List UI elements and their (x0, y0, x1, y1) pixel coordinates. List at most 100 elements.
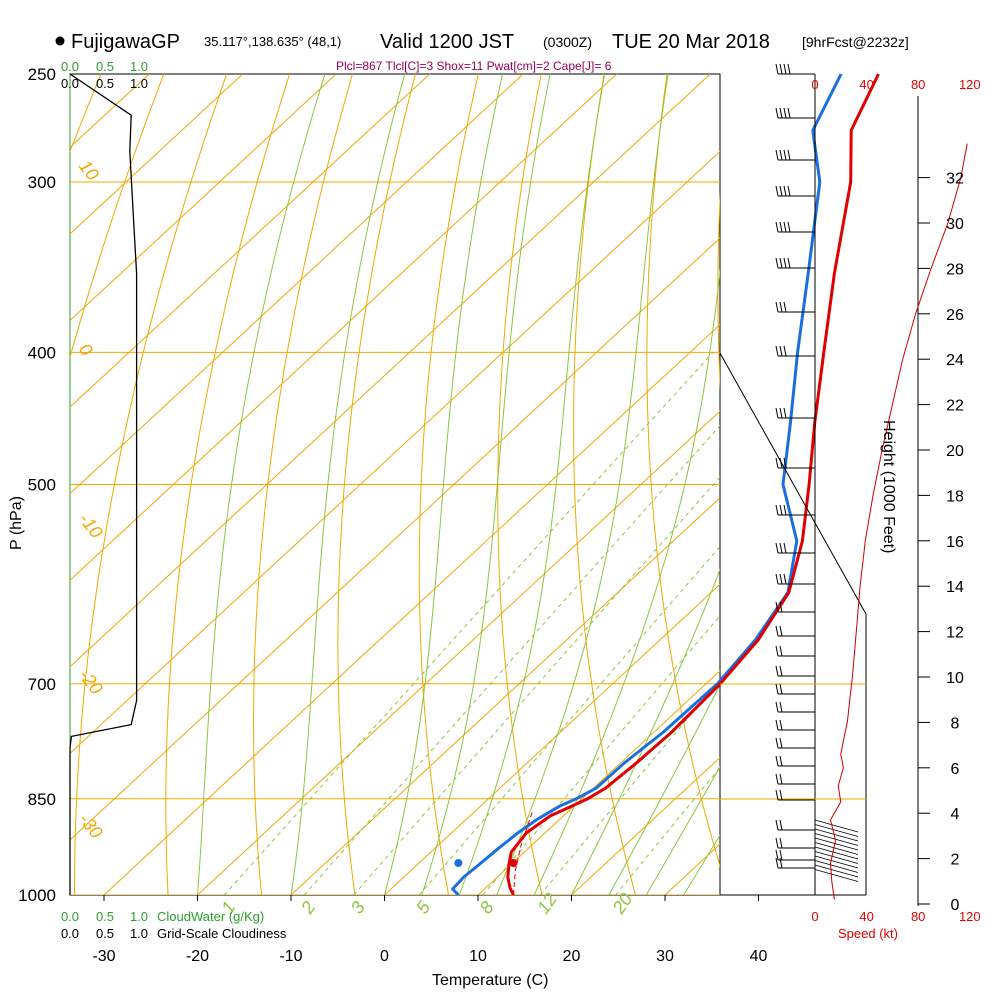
cloud-axis-bottom-green: 1.0 (130, 909, 148, 924)
wind-barb-flag (779, 221, 783, 233)
mixing-ratio-label: 20 (608, 889, 636, 918)
wind-barb-low (814, 860, 859, 873)
wind-barb-flag (775, 457, 779, 469)
x-axis-label: Temperature (C) (432, 972, 548, 989)
wind-barb-flag (775, 301, 779, 313)
wind-barb-low (814, 846, 859, 860)
isotherm-label: 10 (75, 156, 103, 184)
mixing-ratio-label: 5 (412, 897, 435, 917)
wind-barb-flag (783, 221, 787, 233)
isotherm-label: 0 (75, 340, 97, 360)
mixing-ratio-line (353, 476, 720, 895)
height-tick-label: 0 (951, 897, 960, 914)
cloud-axis-bottom-green: 0.0 (61, 909, 79, 924)
isotherm-line (197, 410, 720, 895)
x-tick-label: 30 (656, 948, 674, 965)
wind-barb-low (814, 864, 859, 878)
mixing-ratio-line (482, 615, 720, 895)
wind-barb-flag (779, 573, 783, 585)
wind-barb-flag (779, 701, 783, 713)
cloud-axis-bottom-black: 0.5 (96, 926, 114, 941)
cloud-axis-bottom-black: 1.0 (130, 926, 148, 941)
height-tick-label: 14 (946, 579, 964, 596)
wind-barb-flag (775, 185, 779, 197)
height-tick-label: 32 (946, 171, 964, 188)
sounding-profiles (451, 73, 880, 897)
height-tick-label: 26 (946, 307, 964, 324)
wind-barb-flag (783, 257, 787, 269)
wind-barb-flag (787, 149, 791, 161)
height-tick-label: 22 (946, 398, 964, 415)
speed-title: Speed (kt) (838, 926, 898, 941)
station-coords: 35.117°,138.635° (48,1) (204, 34, 341, 49)
x-tick-label: 10 (469, 948, 487, 965)
wind-barb-flag (775, 719, 779, 731)
height-tick-label: 28 (946, 261, 964, 278)
wind-barb-flag (775, 665, 779, 677)
dry-adiabat-line (165, 74, 291, 895)
wind-barb-flag (775, 645, 779, 657)
parcel-line (513, 810, 534, 896)
wind-barb-flag (779, 737, 783, 749)
wind-barb-flag (775, 542, 779, 554)
station-name: FujigawaGP (71, 31, 180, 53)
cloud-water-title: CloudWater (g/Kg) (157, 909, 264, 924)
cloudiness-title: Grid-Scale Cloudiness (157, 926, 287, 941)
valid-time: Valid 1200 JST (380, 31, 514, 53)
height-tick-label: 6 (951, 761, 960, 778)
wind-barb-flag (779, 837, 783, 849)
height-tick-label: 4 (951, 806, 960, 823)
mixing-ratio-label: 12 (533, 889, 561, 917)
stability-indices: Plcl=867 Tlcl[C]=3 Shox=11 Pwat[cm]=2 Ca… (336, 59, 612, 73)
wind-barb-flag (783, 301, 787, 313)
isotherm-line (70, 74, 337, 322)
dewpoint-line (451, 73, 843, 897)
surface-temperature-dot (509, 859, 518, 867)
wind-barb-flag (783, 542, 787, 554)
dry-adiabat-line (253, 74, 353, 895)
cloud-axis-top-black: 0.0 (61, 76, 79, 91)
isotherm-line (290, 497, 720, 895)
mixing-ratio-line (615, 766, 720, 895)
height-tick-label: 30 (946, 216, 964, 233)
wind-barb-flag (779, 625, 783, 637)
wind-barb-flag (787, 221, 791, 233)
isotherm-line (70, 74, 244, 235)
dry-adiabat-line (70, 74, 165, 359)
dry-adiabat-line (717, 191, 720, 392)
wind-barb-flag (775, 573, 779, 585)
wind-barb-flag (779, 645, 783, 657)
pressure-tick-label: 250 (28, 65, 56, 84)
wind-barb-flag (775, 789, 779, 801)
wind-barb-low (814, 828, 859, 842)
wind-barb-low (814, 819, 859, 833)
wind-barb-flag (779, 301, 783, 313)
wind-barb-flag (775, 849, 779, 861)
moist-adiabat-line (458, 74, 606, 895)
wind-barb-flag (775, 149, 779, 161)
mixing-ratio-label: 3 (347, 898, 369, 918)
moist-adiabat-line (384, 74, 504, 895)
wind-barb-low (814, 851, 859, 864)
wind-barb-flag (779, 755, 783, 767)
wind-speed-profile (829, 143, 968, 900)
pressure-tick-label: 700 (28, 675, 56, 694)
wind-barb-flag (779, 107, 783, 119)
panel-diagonal (719, 352, 867, 615)
height-tick-label: 2 (951, 852, 960, 869)
wind-barb-flag (775, 257, 779, 269)
dry-adiabat-line (573, 74, 636, 895)
speed-tick-bottom: 120 (959, 909, 981, 924)
dry-adiabat-line (337, 74, 416, 895)
wind-barb-flag (783, 185, 787, 197)
height-tick-label: 24 (946, 352, 964, 369)
mixing-ratio-line (303, 424, 720, 895)
height-tick-label: 10 (946, 670, 964, 687)
dry-adiabat-lines (70, 74, 720, 895)
cloud-axis-bottom-green: 0.5 (96, 909, 114, 924)
height-tick-label: 16 (946, 534, 964, 551)
x-tick-label: -30 (92, 948, 115, 965)
speed-tick-top: 80 (911, 77, 925, 92)
speed-tick-bottom: 80 (911, 909, 925, 924)
wind-barb-flag (779, 149, 783, 161)
